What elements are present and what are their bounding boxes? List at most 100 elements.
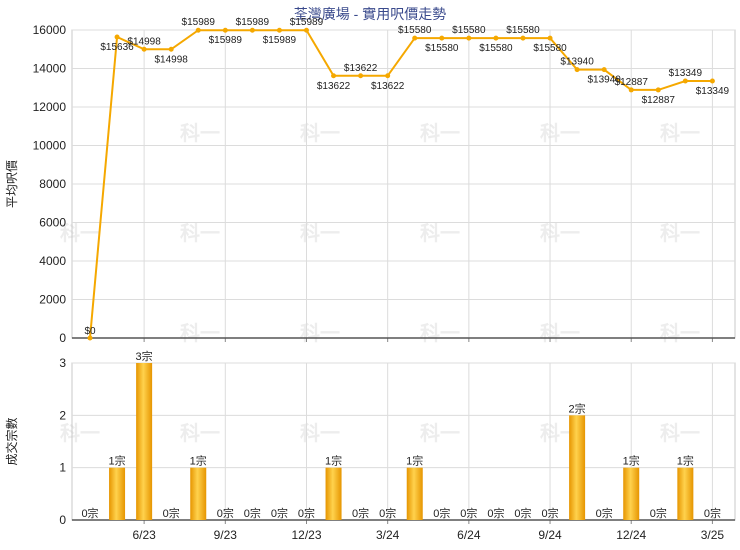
price-data-label: $13622: [317, 81, 351, 92]
price-data-label: $13622: [344, 63, 378, 74]
price-point: [655, 87, 661, 93]
price-point: [520, 35, 526, 41]
watermark-text: 科一: [660, 321, 700, 345]
volume-data-label: 0宗: [704, 506, 721, 520]
y-tick-label: 8000: [39, 177, 66, 191]
watermark-text: 科一: [420, 121, 460, 145]
x-tick-label: 12/23: [291, 528, 321, 542]
price-point: [141, 46, 147, 52]
volume-data-label: 2宗: [569, 401, 586, 415]
price-data-label: $15989: [263, 35, 297, 46]
x-tick-label: 6/24: [457, 528, 481, 542]
y-tick-label: 2: [59, 408, 66, 422]
watermark-text: 科一: [540, 221, 580, 245]
price-data-label: $15580: [533, 43, 567, 54]
volume-bar: [623, 467, 640, 520]
volume-data-label: 0宗: [271, 506, 288, 520]
watermark-text: 科一: [420, 221, 460, 245]
price-point: [114, 34, 120, 40]
price-point: [249, 27, 255, 33]
volume-data-label: 1宗: [190, 454, 207, 468]
volume-data-label: 0宗: [217, 506, 234, 520]
volume-data-label: 1宗: [677, 454, 694, 468]
watermark-text: 科一: [540, 321, 580, 345]
watermark-text: 科一: [180, 421, 220, 445]
volume-data-label: 0宗: [487, 506, 504, 520]
price-point: [574, 67, 580, 73]
price-data-label: $15636: [100, 42, 134, 53]
volume-bar: [190, 467, 207, 520]
price-point: [439, 35, 445, 41]
price-point: [601, 67, 607, 73]
price-data-label: $13349: [669, 68, 703, 79]
volume-data-label: 0宗: [81, 506, 98, 520]
y-axis-title: 成交宗數: [4, 417, 19, 465]
price-data-label: $15989: [290, 17, 324, 28]
volume-bar: [677, 467, 694, 520]
price-data-label: $15580: [452, 25, 486, 36]
price-data-label: $15989: [182, 17, 216, 28]
volume-data-label: 0宗: [433, 506, 450, 520]
y-tick-label: 14000: [33, 62, 67, 76]
x-tick-label: 9/24: [538, 528, 562, 542]
price-data-label: $14998: [127, 36, 161, 47]
price-data-label: $15989: [209, 35, 243, 46]
volume-bar: [406, 467, 423, 520]
price-point: [628, 87, 634, 93]
price-data-label: $13622: [371, 81, 405, 92]
watermark-text: 科一: [420, 321, 460, 345]
y-tick-label: 12000: [33, 100, 67, 114]
watermark-text: 科一: [180, 221, 220, 245]
volume-data-label: 1宗: [325, 454, 342, 468]
volume-data-label: 0宗: [460, 506, 477, 520]
watermark-text: 科一: [180, 321, 220, 345]
y-tick-label: 0: [59, 331, 66, 345]
watermark-text: 科一: [660, 421, 700, 445]
price-data-label: $12887: [615, 77, 649, 88]
volume-bar: [569, 415, 586, 520]
y-tick-label: 1: [59, 461, 66, 475]
price-data-label: $15580: [425, 43, 459, 54]
price-data-label: $13940: [560, 57, 594, 68]
volume-data-label: 0宗: [298, 506, 315, 520]
volume-data-label: 0宗: [650, 506, 667, 520]
price-point: [195, 27, 201, 33]
price-data-label: $14998: [154, 54, 188, 65]
price-data-label: $12887: [642, 95, 676, 106]
volume-data-label: 1宗: [406, 454, 423, 468]
price-line: [89, 29, 713, 339]
price-point: [358, 73, 364, 79]
x-tick-label: 9/23: [214, 528, 238, 542]
volume-bar: [325, 467, 342, 520]
y-axis-title: 平均呎價: [5, 160, 19, 208]
watermark-text: 科一: [540, 121, 580, 145]
x-tick-label: 6/23: [132, 528, 156, 542]
price-data-label: $15580: [506, 25, 540, 36]
y-tick-label: 6000: [39, 216, 66, 230]
price-point: [547, 35, 553, 41]
y-tick-label: 2000: [39, 293, 66, 307]
volume-data-label: 3宗: [136, 349, 153, 363]
watermark-text: 科一: [60, 421, 100, 445]
price-point: [385, 73, 391, 79]
price-point: [493, 35, 499, 41]
price-point: [276, 27, 282, 33]
price-point: [168, 46, 174, 52]
price-point: [682, 78, 688, 84]
volume-data-label: 0宗: [541, 506, 558, 520]
price-point: [222, 27, 228, 33]
price-panel: 0 2000 4000 6000 8000 10000 12000 14000 16000 平均呎…: [5, 17, 736, 345]
price-point: [412, 35, 418, 41]
watermark-text: 科一: [420, 421, 460, 445]
watermark-text: 科一: [660, 221, 700, 245]
price-data-label: $15989: [236, 17, 270, 28]
watermark-text: 科一: [60, 221, 100, 245]
volume-data-label: 0宗: [596, 506, 613, 520]
price-data-label: $0: [84, 326, 96, 337]
price-data-label: $13349: [696, 86, 730, 97]
volume-data-label: 0宗: [379, 506, 396, 520]
x-tick-label: 3/25: [701, 528, 725, 542]
watermark-text: 科一: [660, 121, 700, 145]
